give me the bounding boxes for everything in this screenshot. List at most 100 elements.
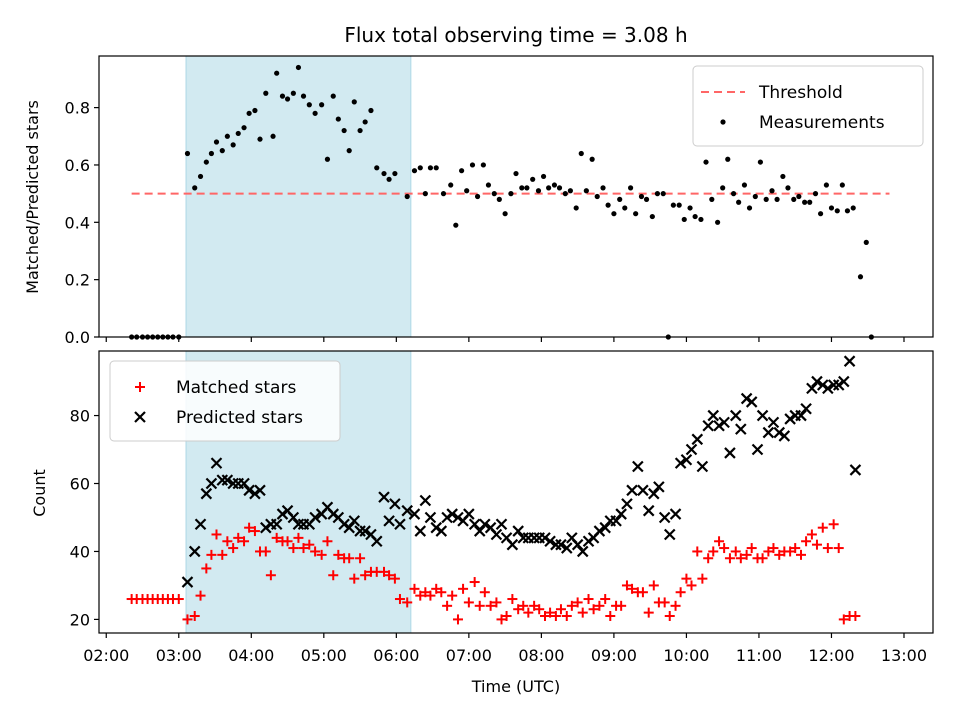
data-point [233, 532, 244, 543]
data-point [447, 590, 458, 601]
data-point [368, 107, 374, 114]
data-point [271, 532, 282, 543]
data-point [260, 521, 272, 534]
data-point [774, 196, 780, 202]
data-point [735, 553, 746, 564]
data-point [817, 522, 828, 533]
data-point [663, 528, 676, 541]
data-point [714, 536, 725, 547]
data-point [544, 535, 556, 548]
data-point [473, 525, 486, 537]
data-point [379, 566, 390, 577]
data-point [838, 614, 849, 625]
data-point [863, 239, 869, 245]
data-point [573, 205, 579, 211]
data-point [664, 611, 675, 622]
x-tick-label: 13:00 [881, 646, 927, 665]
data-point [287, 511, 300, 524]
data-point [643, 607, 654, 618]
data-point [763, 196, 769, 202]
data-point [284, 96, 291, 102]
data-point [389, 498, 401, 510]
data-point [322, 536, 333, 547]
data-point [453, 222, 459, 228]
data-point [431, 583, 442, 594]
legend-label: Threshold [758, 83, 843, 103]
data-point [670, 202, 676, 208]
data-point [822, 382, 834, 395]
data-point [617, 196, 623, 202]
data-point [288, 543, 299, 554]
data-point [763, 546, 774, 557]
data-point [517, 532, 530, 544]
data-point [441, 511, 453, 524]
data-point [730, 546, 741, 557]
data-point [528, 532, 540, 544]
data-point [627, 583, 638, 594]
data-point [802, 199, 808, 205]
data-point [582, 535, 595, 548]
data-point [741, 549, 752, 560]
data-point [566, 600, 577, 611]
data-point [316, 549, 327, 560]
data-point [534, 604, 545, 615]
series-predicted-stars [181, 355, 862, 588]
data-point [469, 162, 476, 168]
data-point [239, 536, 250, 547]
data-point [560, 542, 573, 554]
data-point [807, 199, 813, 205]
data-point [828, 519, 839, 530]
data-point [796, 193, 802, 200]
data-point [849, 464, 862, 476]
data-point [637, 587, 648, 598]
data-point [211, 529, 222, 540]
data-point [833, 543, 844, 554]
data-point [822, 543, 833, 554]
data-point [513, 170, 519, 177]
data-point [697, 573, 708, 584]
data-point [404, 193, 410, 200]
data-point [221, 474, 234, 486]
data-point [197, 173, 204, 180]
data-point [295, 64, 302, 71]
data-point [265, 570, 276, 581]
data-point [195, 590, 206, 601]
data-point [479, 587, 490, 598]
data-point [589, 156, 595, 162]
data-point [374, 165, 380, 171]
data-point [806, 382, 818, 395]
data-point [227, 477, 239, 490]
data-point [485, 600, 496, 611]
data-point [327, 508, 340, 520]
data-point [241, 125, 247, 131]
data-point [685, 443, 698, 456]
data-point [440, 191, 447, 197]
data-point [791, 196, 797, 202]
legend-box [109, 360, 341, 442]
data-point [555, 538, 567, 551]
data-point [279, 93, 286, 99]
series-matched-stars [126, 519, 861, 625]
data-point [741, 182, 748, 188]
x-axis-label: Time (UTC) [471, 677, 560, 696]
data-point [263, 90, 269, 96]
data-point [448, 182, 454, 188]
data-point [328, 570, 339, 581]
data-point [381, 170, 387, 177]
data-point [757, 553, 768, 564]
data-point [691, 433, 704, 446]
data-point [362, 119, 368, 125]
data-point [850, 611, 861, 622]
data-point [491, 191, 497, 197]
data-point [535, 188, 542, 194]
data-point [433, 165, 439, 171]
data-point [244, 522, 255, 533]
data-point [692, 213, 698, 220]
data-point [501, 611, 512, 622]
data-point [411, 168, 418, 174]
data-point [736, 199, 742, 205]
data-point [529, 600, 540, 611]
data-point [201, 563, 212, 574]
data-point [346, 148, 352, 154]
data-point [653, 481, 665, 493]
